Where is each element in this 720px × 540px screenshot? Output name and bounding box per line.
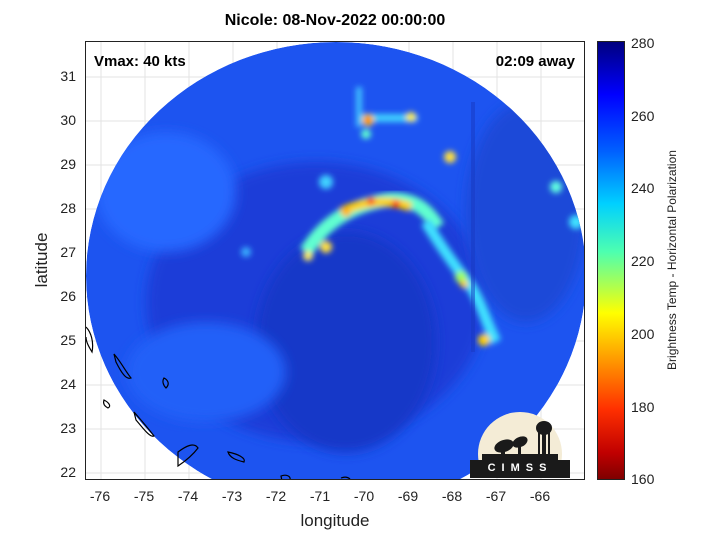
x-tick-label: -75 bbox=[133, 488, 155, 504]
brightness-swath bbox=[86, 42, 584, 479]
y-tick-label: 24 bbox=[60, 376, 76, 392]
x-tick-label: -70 bbox=[353, 488, 375, 504]
y-tick-label: 26 bbox=[60, 288, 76, 304]
rain-band-north bbox=[356, 87, 418, 139]
y-tick-label: 27 bbox=[60, 244, 76, 260]
y-tick-label: 30 bbox=[60, 112, 76, 128]
y-tick-label: 31 bbox=[60, 68, 76, 84]
x-tick-label: -66 bbox=[529, 488, 551, 504]
colorbar-tick: 180 bbox=[631, 399, 655, 415]
colorbar-tick: 240 bbox=[631, 180, 655, 196]
colorbar-tick: 200 bbox=[631, 326, 655, 342]
x-tick-label: -67 bbox=[485, 488, 507, 504]
time-away-label: 02:09 away bbox=[495, 53, 575, 70]
map-plot-area bbox=[85, 41, 585, 480]
x-tick-label: -76 bbox=[89, 488, 111, 504]
colorbar bbox=[597, 41, 625, 480]
x-tick-label: -68 bbox=[441, 488, 463, 504]
colorbar-tick: 220 bbox=[631, 253, 655, 269]
rain-band-east bbox=[241, 151, 583, 346]
colorbar-tick: 160 bbox=[631, 471, 655, 487]
map-svg bbox=[86, 42, 584, 479]
y-axis-label: latitude bbox=[32, 232, 51, 288]
x-tick-label: -69 bbox=[397, 488, 419, 504]
y-tick-label: 23 bbox=[60, 420, 76, 436]
rain-band-core bbox=[299, 192, 445, 261]
x-tick-label: -71 bbox=[309, 488, 331, 504]
vmax-label: Vmax: 40 kts bbox=[94, 53, 186, 70]
cimss-logo bbox=[470, 412, 570, 478]
x-tick-label: -74 bbox=[177, 488, 199, 504]
y-tick-label: 28 bbox=[60, 200, 76, 216]
colorbar-label: Brightness Temp - Horizontal Polarizatio… bbox=[665, 150, 679, 370]
chart-title: Nicole: 08-Nov-2022 00:00:00 bbox=[224, 12, 446, 29]
x-axis-label: longitude bbox=[300, 511, 370, 530]
colorbar-tick: 280 bbox=[631, 35, 655, 51]
x-tick-label: -73 bbox=[221, 488, 243, 504]
cimss-logo-text: CIMSS bbox=[487, 462, 553, 474]
y-tick-label: 29 bbox=[60, 156, 76, 172]
x-tick-label: -72 bbox=[265, 488, 287, 504]
colorbar-tick: 260 bbox=[631, 108, 655, 124]
y-tick-label: 22 bbox=[60, 464, 76, 480]
land-outlines bbox=[86, 326, 351, 479]
y-tick-label: 25 bbox=[60, 332, 76, 348]
